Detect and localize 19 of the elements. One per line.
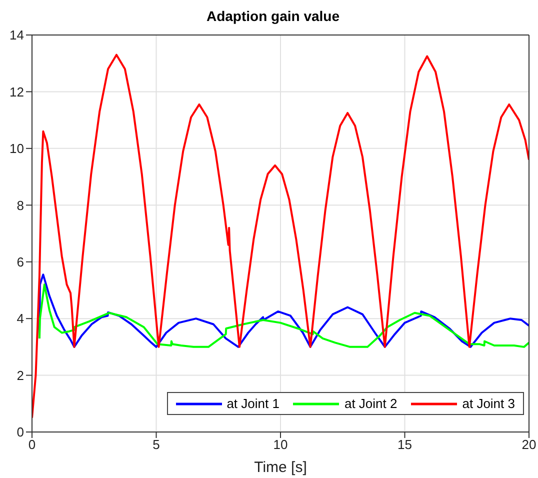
- legend-label: at Joint 1: [226, 396, 280, 411]
- y-tick-label: 4: [16, 311, 24, 326]
- x-tick-label: 20: [522, 437, 536, 452]
- y-tick-label: 6: [16, 254, 24, 270]
- x-tick-label: 10: [273, 437, 288, 452]
- line-series: [32, 54, 529, 419]
- y-tick-label: 10: [10, 141, 24, 156]
- y-tick-label: 14: [10, 28, 24, 43]
- y-tick-label: 12: [10, 84, 24, 100]
- x-tick-label: 15: [398, 437, 412, 452]
- y-tick-label: 0: [16, 424, 24, 440]
- y-tick-label: 8: [16, 198, 24, 213]
- x-axis-title: Time [s]: [254, 459, 307, 476]
- chart-title: Adaption gain value: [205, 8, 340, 26]
- legend-label: at Joint 2: [344, 396, 398, 411]
- x-tick-label: 5: [152, 437, 160, 452]
- legend-label: at Joint 3: [462, 396, 515, 411]
- x-tick-label: 0: [28, 437, 36, 452]
- y-tick-label: 2: [16, 368, 24, 383]
